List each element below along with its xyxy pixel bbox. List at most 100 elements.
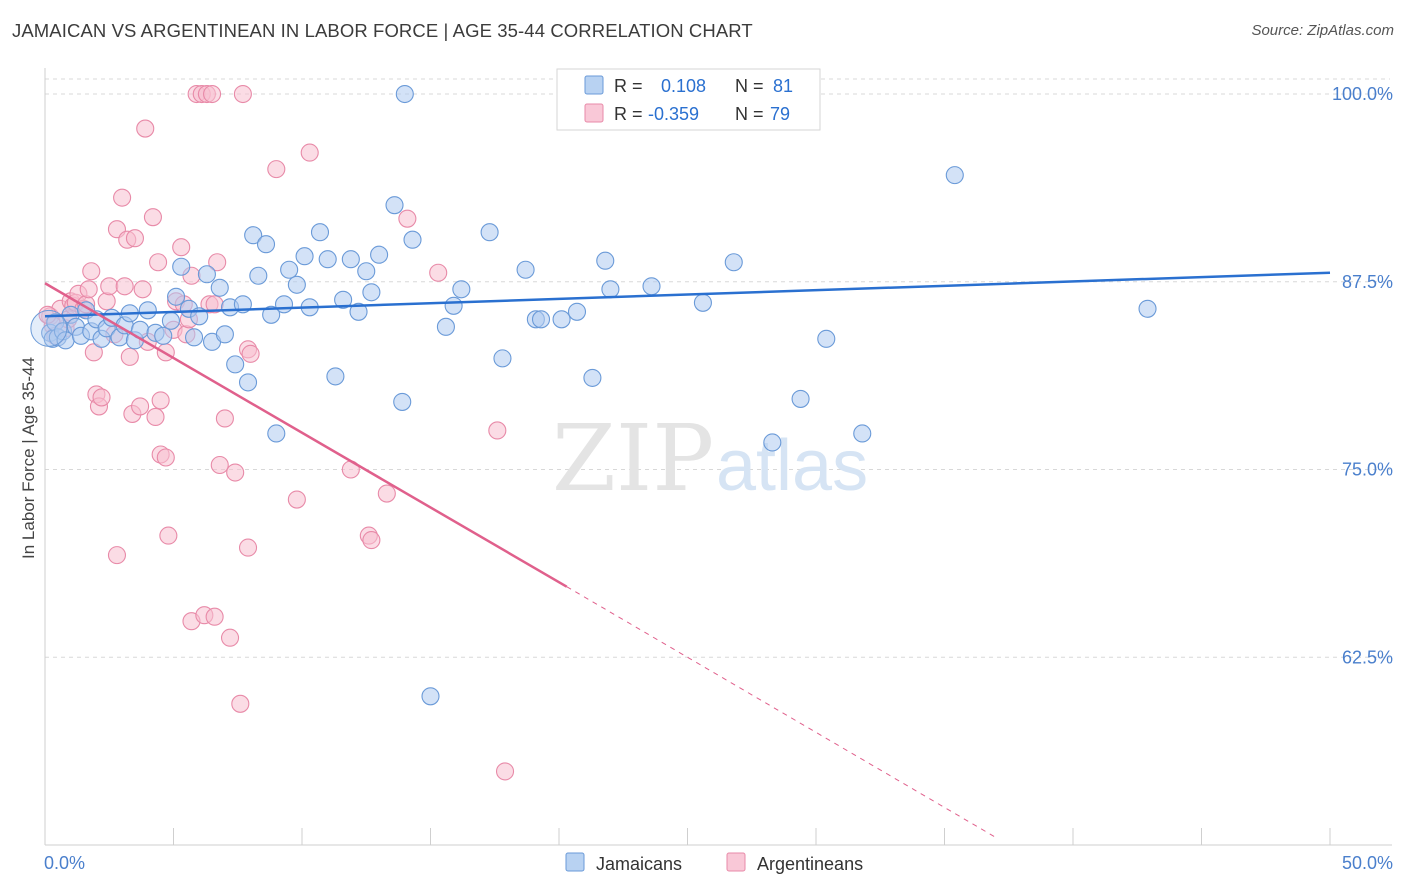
y-tick-labels: 62.5% 75.0% 87.5% 100.0% bbox=[1332, 84, 1393, 667]
legend-r-label-2: R = bbox=[614, 104, 643, 124]
jamaicans-point-52 bbox=[349, 302, 368, 321]
argentineans-point-22 bbox=[113, 188, 132, 207]
bottom-legend-label-argentineans: Argentineans bbox=[757, 854, 863, 874]
y-tick-label-0: 62.5% bbox=[1342, 647, 1393, 667]
jamaicans-point-77 bbox=[791, 389, 810, 408]
jamaicans-point-50 bbox=[334, 290, 353, 309]
argentineans-point-13 bbox=[82, 262, 101, 281]
jamaicans-point-42 bbox=[274, 295, 294, 314]
legend-r-label-1: R = bbox=[614, 76, 643, 96]
jamaicans-point-73 bbox=[642, 277, 661, 296]
jamaicans-point-45 bbox=[295, 247, 314, 266]
argentineans-point-62 bbox=[233, 84, 252, 104]
argentineans-point-72 bbox=[429, 263, 448, 282]
watermark-zip: ZIP bbox=[552, 405, 714, 512]
argentineans-point-65 bbox=[238, 538, 258, 557]
argentineans-point-75 bbox=[287, 490, 306, 509]
jamaicans-point-44 bbox=[287, 275, 306, 294]
legend-swatch-argentineans bbox=[584, 103, 604, 123]
argentineans-point-74 bbox=[495, 762, 515, 781]
legend-r-value-1: 0.108 bbox=[661, 76, 706, 96]
argentineans-point-33 bbox=[146, 407, 165, 426]
jamaicans-point-32 bbox=[215, 325, 234, 344]
jamaicans-point-27 bbox=[185, 328, 204, 347]
argentineans-point-71 bbox=[398, 209, 417, 228]
argentineans-point-28 bbox=[131, 397, 150, 416]
jamaicans-point-82 bbox=[395, 84, 414, 104]
legend-swatch-jamaicans bbox=[584, 75, 604, 95]
legend-n-value-2: 79 bbox=[770, 104, 790, 124]
legend-box: R = 0.108 N = 81 R = -0.359 N = 79 bbox=[556, 68, 821, 131]
argentineans-trend-line bbox=[44, 282, 568, 588]
chart-source: Source: ZipAtlas.com bbox=[1251, 22, 1394, 39]
jamaicans-point-75 bbox=[724, 253, 743, 272]
jamaicans-point-80 bbox=[945, 166, 964, 185]
jamaicans-point-25 bbox=[172, 257, 191, 276]
jamaicans-point-34 bbox=[226, 355, 245, 374]
argentineans-point-19 bbox=[100, 277, 119, 296]
jamaicans-point-70 bbox=[583, 368, 602, 387]
jamaicans-point-51 bbox=[341, 250, 360, 269]
jamaicans-trend-line bbox=[44, 271, 1331, 318]
argentineans-point-70 bbox=[377, 484, 396, 503]
jamaicans-point-63 bbox=[480, 223, 499, 242]
jamaicans-point-56 bbox=[385, 196, 404, 215]
grid-lines bbox=[45, 78, 1390, 658]
argentineans-point-18 bbox=[97, 292, 116, 311]
y-tick-label-1: 75.0% bbox=[1342, 460, 1393, 480]
jamaicans-point-76 bbox=[763, 433, 782, 452]
argentineans-point-17 bbox=[92, 388, 111, 407]
y-tick-label-3: 100.0% bbox=[1332, 84, 1393, 104]
jamaicans-point-20 bbox=[138, 301, 157, 320]
argentineans-point-73 bbox=[488, 421, 507, 440]
jamaicans-point-48 bbox=[318, 250, 337, 269]
x-tick-label-0: 0.0% bbox=[44, 853, 85, 873]
legend-n-label-1: N = bbox=[735, 76, 764, 96]
jamaicans-point-57 bbox=[393, 392, 412, 411]
jamaicans-points bbox=[30, 84, 1157, 706]
jamaicans-point-39 bbox=[256, 235, 276, 254]
argentineans-point-56 bbox=[208, 253, 227, 272]
jamaicans-point-36 bbox=[238, 373, 258, 392]
jamaicans-point-60 bbox=[436, 317, 455, 336]
argentineans-point-14 bbox=[84, 343, 103, 362]
argentineans-point-27 bbox=[125, 229, 144, 248]
bottom-legend-swatch-argentineans bbox=[726, 852, 746, 872]
y-tick-label-2: 87.5% bbox=[1342, 272, 1393, 292]
argentineans-point-60 bbox=[226, 463, 245, 482]
jamaicans-point-71 bbox=[596, 251, 615, 270]
watermark: ZIP atlas bbox=[552, 405, 868, 512]
legend-n-value-1: 81 bbox=[773, 76, 793, 96]
legend-r-value-2: -0.359 bbox=[648, 104, 699, 124]
x-tick-labels: 0.0% 50.0% bbox=[44, 853, 1393, 873]
jamaicans-point-38 bbox=[249, 266, 268, 285]
argentineans-point-25 bbox=[120, 347, 139, 366]
y-axis-label: In Labor Force | Age 35-44 bbox=[19, 357, 38, 559]
watermark-atlas: atlas bbox=[716, 426, 868, 506]
argentineans-point-30 bbox=[136, 119, 155, 138]
jamaicans-point-22 bbox=[154, 326, 173, 345]
jamaicans-point-68 bbox=[552, 310, 571, 329]
argentineans-point-64 bbox=[241, 344, 260, 363]
jamaicans-point-49 bbox=[326, 367, 345, 386]
jamaicans-point-67 bbox=[531, 310, 551, 329]
jamaicans-point-61 bbox=[444, 296, 463, 315]
argentineans-point-37 bbox=[156, 448, 175, 467]
jamaicans-point-54 bbox=[362, 283, 381, 302]
argentineans-point-32 bbox=[143, 208, 162, 227]
argentineans-point-67 bbox=[300, 143, 319, 162]
axes bbox=[44, 68, 1392, 846]
jamaicans-point-40 bbox=[262, 305, 281, 324]
bottom-legend: Jamaicans Argentineans bbox=[565, 852, 863, 874]
jamaicans-point-24 bbox=[167, 287, 186, 306]
jamaicans-point-41 bbox=[267, 424, 286, 443]
argentineans-point-29 bbox=[133, 280, 152, 299]
argentineans-trend-extension bbox=[566, 586, 997, 838]
jamaicans-point-72 bbox=[601, 280, 620, 299]
jamaicans-point-53 bbox=[357, 262, 376, 281]
jamaicans-point-47 bbox=[310, 223, 330, 242]
jamaicans-point-62 bbox=[452, 280, 471, 299]
argentineans-point-61 bbox=[231, 694, 250, 713]
jamaicans-point-29 bbox=[197, 265, 216, 284]
